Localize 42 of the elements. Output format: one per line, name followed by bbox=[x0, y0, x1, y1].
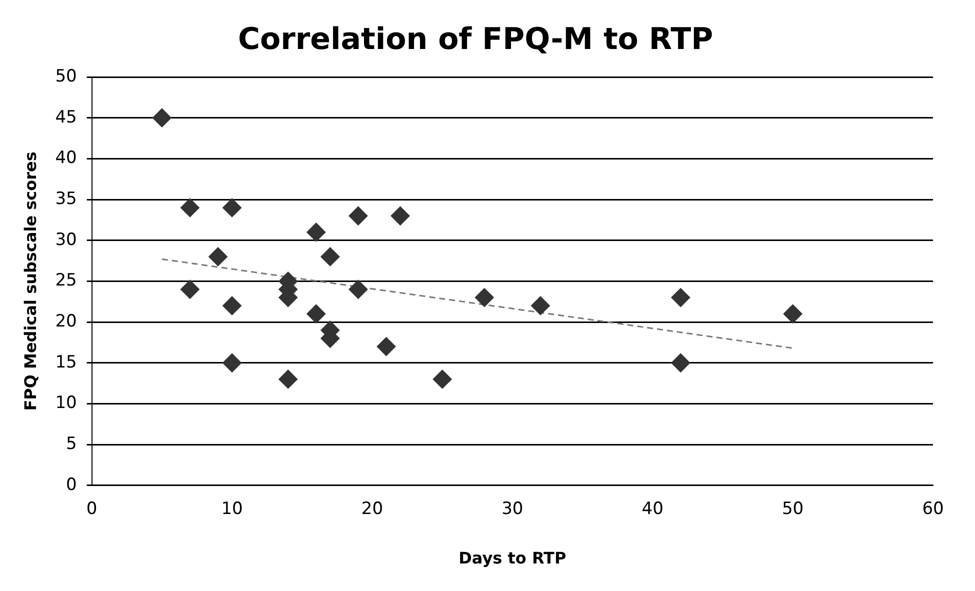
point bbox=[208, 247, 228, 266]
point bbox=[671, 353, 690, 372]
y-tick-label: 30 bbox=[55, 230, 77, 250]
point bbox=[306, 304, 326, 324]
point bbox=[222, 198, 242, 218]
point bbox=[278, 370, 298, 389]
y-tick-label: 50 bbox=[55, 66, 77, 86]
y-tick-label: 15 bbox=[55, 352, 77, 372]
point bbox=[180, 198, 200, 218]
y-tick-label: 0 bbox=[66, 474, 77, 495]
chart-title: Correlation of FPQ-M to RTP bbox=[238, 22, 714, 57]
point bbox=[474, 288, 494, 308]
x-tick-label: 10 bbox=[221, 499, 243, 520]
point bbox=[180, 280, 200, 299]
y-tick-label: 35 bbox=[55, 188, 77, 209]
x-tick-label: 40 bbox=[642, 499, 664, 520]
point bbox=[348, 280, 368, 299]
point bbox=[432, 370, 452, 389]
point bbox=[348, 206, 368, 226]
point bbox=[530, 296, 550, 316]
point bbox=[152, 108, 172, 128]
y-tick-label: 10 bbox=[55, 393, 77, 414]
x-tick-label: 20 bbox=[361, 499, 384, 520]
x-tick-label: 30 bbox=[502, 499, 524, 520]
point bbox=[376, 337, 396, 356]
x-tick-label: 60 bbox=[922, 499, 944, 520]
point bbox=[222, 353, 242, 372]
point bbox=[222, 296, 242, 316]
y-tick-label: 45 bbox=[55, 107, 77, 128]
y-tick-label: 25 bbox=[55, 270, 77, 291]
x-tick-label: 50 bbox=[782, 499, 804, 520]
point bbox=[306, 222, 326, 242]
point bbox=[320, 247, 340, 266]
y-tick-label: 5 bbox=[66, 434, 77, 454]
x-axis-title: Days to RTP bbox=[458, 548, 566, 568]
point bbox=[783, 304, 802, 324]
x-tick-label: 0 bbox=[86, 499, 98, 520]
point bbox=[390, 206, 410, 226]
y-axis-title: FPQ Medical subscale scores bbox=[20, 152, 40, 411]
y-tick-label: 40 bbox=[55, 148, 77, 168]
y-tick-label: 20 bbox=[55, 311, 77, 332]
point bbox=[671, 288, 690, 308]
